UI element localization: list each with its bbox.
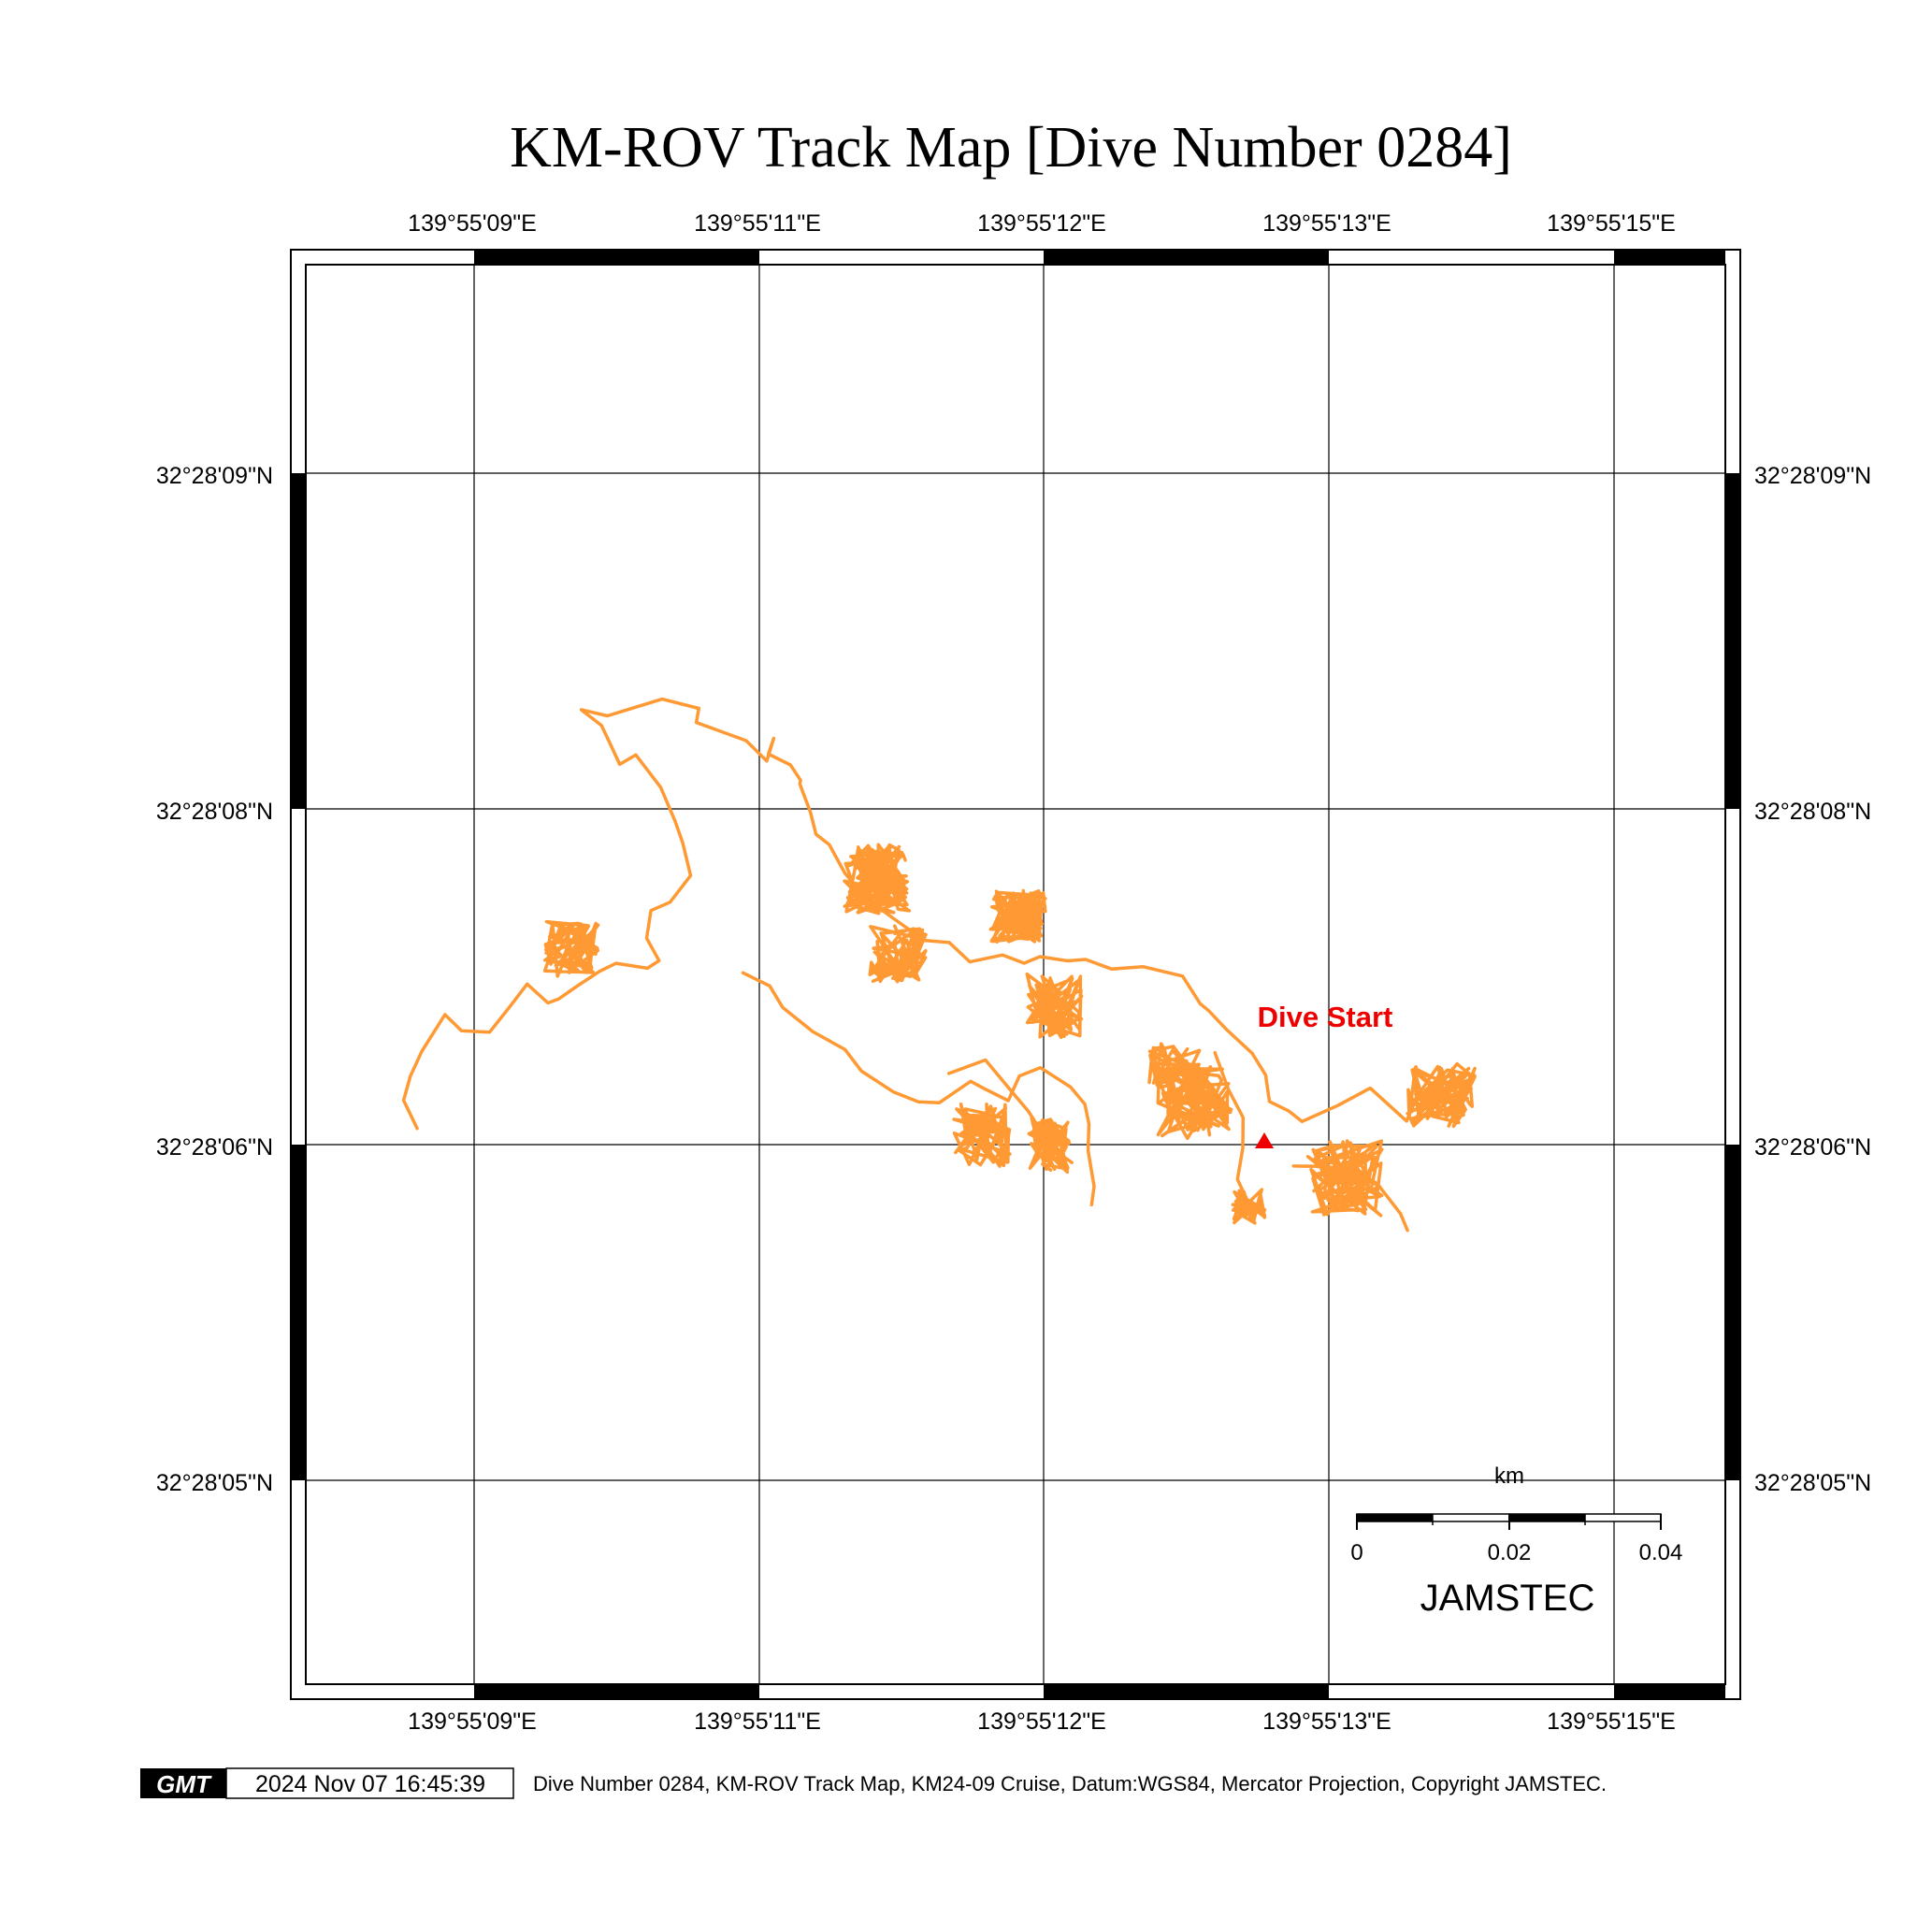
- graticule: [306, 265, 1725, 1684]
- lon-label-top: 139°55'12"E: [977, 210, 1106, 237]
- lon-label-top: 139°55'09"E: [408, 210, 537, 237]
- lon-label-bottom: 139°55'11"E: [694, 1709, 821, 1735]
- dive-start-label: Dive Start: [1258, 1001, 1393, 1033]
- lon-label-bottom: 139°55'12"E: [977, 1709, 1106, 1735]
- scale-label: 0.02: [1488, 1540, 1532, 1565]
- lat-label-right: 32°28'08"N: [1754, 799, 1871, 825]
- footer: GMT 2024 Nov 07 16:45:39 Dive Number 028…: [140, 1767, 1607, 1799]
- lon-label-top: 139°55'15"E: [1547, 210, 1676, 237]
- lon-label-bottom: 139°55'13"E: [1262, 1709, 1391, 1735]
- timestamp-box: [225, 1767, 514, 1799]
- gmt-logo-text: GMT: [156, 1770, 212, 1798]
- scale-unit: km: [1494, 1463, 1524, 1489]
- scale-label: 0: [1350, 1540, 1362, 1565]
- lon-label-bottom: 139°55'09"E: [408, 1709, 537, 1735]
- right-latitude-labels: 32°28'09"N 32°28'08"N 32°28'06"N 32°28'0…: [1754, 463, 1871, 1496]
- lon-label-top: 139°55'11"E: [694, 210, 821, 237]
- lat-label-right: 32°28'05"N: [1754, 1470, 1871, 1496]
- lon-label-bottom: 139°55'15"E: [1547, 1709, 1676, 1735]
- rov-track: [401, 697, 1477, 1233]
- bottom-longitude-labels: 139°55'09"E 139°55'11"E 139°55'12"E 139°…: [408, 1709, 1676, 1735]
- lat-label-left: 32°28'08"N: [156, 799, 273, 825]
- lat-label-right: 32°28'09"N: [1754, 463, 1871, 489]
- map-frame: [290, 249, 1741, 1700]
- caption: Dive Number 0284, KM-ROV Track Map, KM24…: [533, 1772, 1607, 1795]
- map-title: KM-ROV Track Map [Dive Number 0284]: [510, 116, 1512, 180]
- lat-label-left: 32°28'06"N: [156, 1134, 273, 1161]
- red-triangle-icon: [1255, 1132, 1274, 1148]
- lat-label-left: 32°28'05"N: [156, 1470, 273, 1496]
- left-latitude-labels: 32°28'09"N 32°28'08"N 32°28'06"N 32°28'0…: [156, 463, 273, 1496]
- lon-label-top: 139°55'13"E: [1262, 210, 1391, 237]
- scale-bar: km 0 0.02 0.04: [1350, 1463, 1682, 1565]
- timestamp: 2024 Nov 07 16:45:39: [255, 1771, 485, 1797]
- lat-label-left: 32°28'09"N: [156, 463, 273, 489]
- top-longitude-labels: 139°55'09"E 139°55'11"E 139°55'12"E 139°…: [408, 210, 1676, 237]
- gmt-logo: [140, 1768, 226, 1798]
- scale-label: 0.04: [1639, 1540, 1683, 1565]
- org-label: JAMSTEC: [1420, 1578, 1595, 1619]
- lat-label-right: 32°28'06"N: [1754, 1134, 1871, 1161]
